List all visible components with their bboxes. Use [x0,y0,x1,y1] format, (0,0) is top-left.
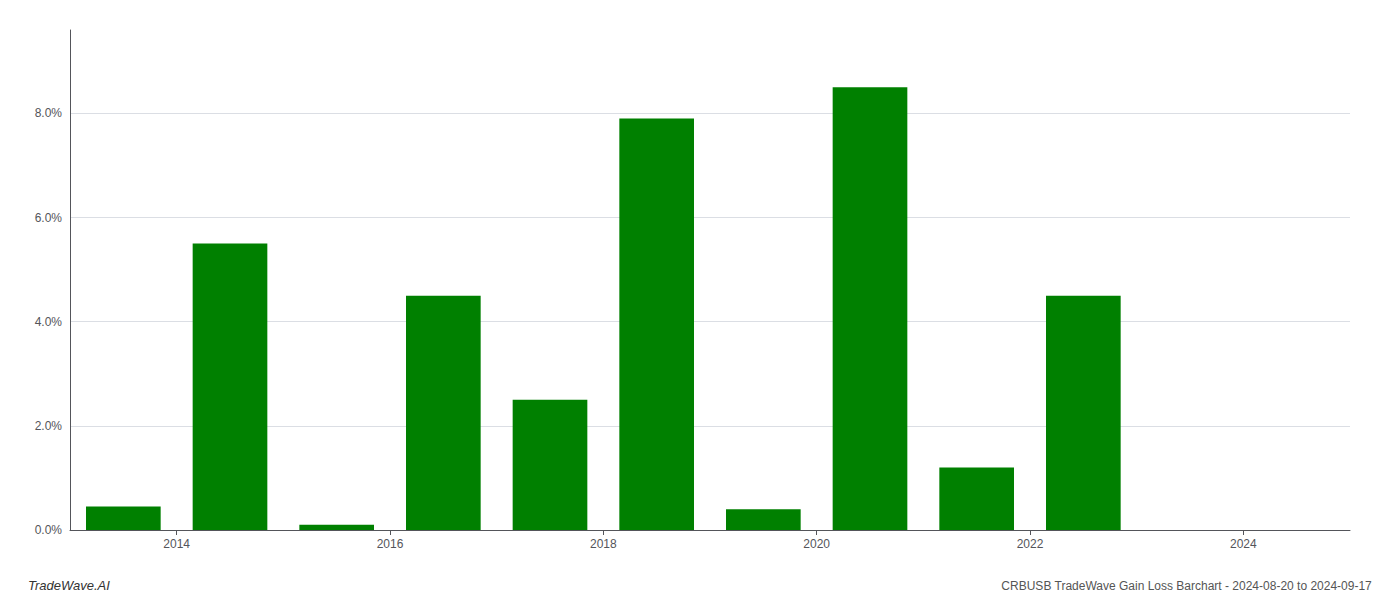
svg-text:CRBUSB TradeWave Gain Loss Bar: CRBUSB TradeWave Gain Loss Barchart - 20… [1001,579,1372,593]
svg-text:2014: 2014 [163,537,190,551]
svg-text:2016: 2016 [377,537,404,551]
svg-text:6.0%: 6.0% [35,211,63,225]
svg-text:2018: 2018 [590,537,617,551]
svg-text:0.0%: 0.0% [35,523,63,537]
svg-text:4.0%: 4.0% [35,315,63,329]
svg-text:2022: 2022 [1017,537,1044,551]
svg-text:2.0%: 2.0% [35,419,63,433]
svg-text:TradeWave.AI: TradeWave.AI [28,578,110,593]
svg-text:8.0%: 8.0% [35,106,63,120]
svg-text:2020: 2020 [803,537,830,551]
svg-text:2024: 2024 [1230,537,1257,551]
